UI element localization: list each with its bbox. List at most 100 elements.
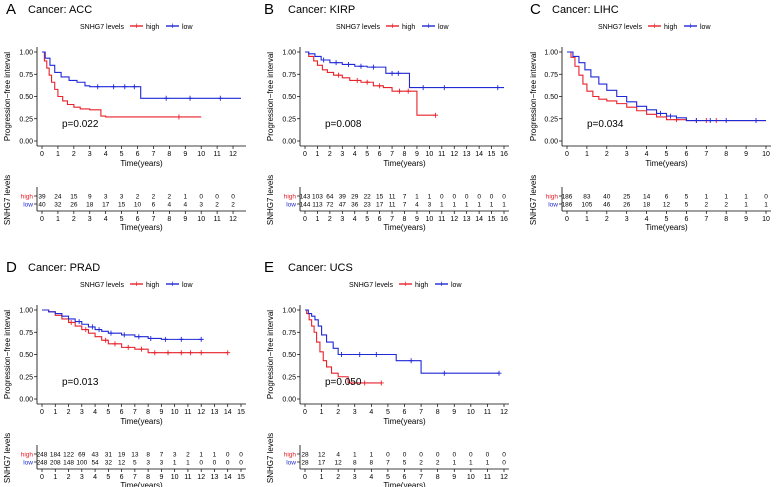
- panel-title: Cancer: ACC: [28, 4, 92, 16]
- legend-label-high: high: [664, 24, 677, 31]
- risk-x-tick-label: 6: [684, 216, 688, 223]
- censor-mark-low: [76, 319, 82, 325]
- risk-x-tick-label: 5: [106, 474, 110, 481]
- risk-count-high: 0: [465, 194, 469, 201]
- risk-count-high: 248: [37, 452, 48, 459]
- p-value: p=0.050: [325, 377, 362, 388]
- risk-count-high: 3: [104, 194, 108, 201]
- risk-count-high: 15: [70, 194, 78, 201]
- x-tick-label: 5: [386, 409, 390, 416]
- risk-x-tick-label: 4: [104, 216, 108, 223]
- y-tick-label: 0.50: [282, 94, 296, 101]
- y-tick-label: 1.00: [19, 50, 33, 57]
- legend-cross-high: +: [134, 21, 139, 31]
- risk-count-low: 18: [86, 202, 94, 209]
- risk-count-high: 0: [436, 452, 440, 459]
- x-tick-label: 12: [229, 151, 237, 158]
- risk-count-high: 184: [50, 452, 61, 459]
- panel-b: B Cancer: KIRP SNHG7 levels + high + low 0.00 0.…: [264, 1, 509, 232]
- censor-mark-low: [496, 370, 502, 376]
- risk-count-low: 12: [663, 202, 671, 209]
- risk-count-high: 0: [440, 194, 444, 201]
- risk-x-tick-label: 0: [40, 474, 44, 481]
- risk-count-high: 1: [199, 452, 203, 459]
- risk-count-low: 4: [415, 202, 419, 209]
- risk-count-low: 6: [152, 202, 156, 209]
- p-value: p=0.008: [325, 119, 362, 130]
- x-tick-label: 4: [645, 151, 649, 158]
- risk-count-low: 0: [213, 460, 217, 467]
- risk-count-low: 2: [231, 202, 235, 209]
- x-axis-title: Time(years): [645, 159, 688, 168]
- censor-mark-high: [433, 112, 439, 118]
- x-tick-label: 8: [724, 151, 728, 158]
- risk-x-tick-label: 3: [353, 474, 357, 481]
- risk-count-high: 0: [239, 452, 243, 459]
- risk-x-tick-label: 0: [303, 474, 307, 481]
- censor-mark-low: [441, 370, 447, 376]
- panel-title: Cancer: PRAD: [28, 262, 100, 274]
- risk-y-axis-title: SNHG7 levels: [3, 433, 12, 483]
- censor-mark-low: [373, 352, 379, 357]
- risk-row-label-low: low: [548, 202, 558, 209]
- x-tick-label: 11: [484, 409, 491, 416]
- x-tick-label: 3: [625, 151, 629, 158]
- censor-mark-low: [370, 64, 376, 70]
- risk-x-tick-label: 6: [403, 474, 407, 481]
- legend-label-low: low: [182, 282, 193, 289]
- risk-x-tick-label: 7: [704, 216, 708, 223]
- censor-mark-low: [163, 95, 169, 101]
- risk-count-high: 64: [326, 194, 334, 201]
- x-tick-label: 2: [605, 151, 609, 158]
- risk-count-low: 15: [118, 202, 126, 209]
- risk-y-axis-title: SNHG7 levels: [266, 175, 275, 225]
- legend: SNHG7 levels + high + low: [80, 21, 193, 31]
- x-tick-label: 0: [565, 151, 569, 158]
- risk-count-low: 2: [704, 202, 708, 209]
- risk-count-low: 0: [226, 460, 230, 467]
- censor-mark-low: [96, 327, 102, 333]
- risk-x-tick-label: 16: [500, 216, 508, 223]
- y-tick-label: 0.00: [19, 139, 33, 146]
- risk-count-high: 13: [131, 452, 139, 459]
- y-axis-title: Progression−free interval: [266, 52, 275, 141]
- risk-count-high: 7: [160, 452, 164, 459]
- y-tick-label: 0.00: [19, 397, 33, 404]
- y-tick-label: 0.25: [544, 116, 558, 123]
- risk-count-high: 0: [502, 452, 506, 459]
- x-tick-label: 15: [488, 151, 496, 158]
- risk-x-tick-label: 11: [438, 216, 445, 223]
- risk-count-high: 6: [665, 194, 669, 201]
- risk-x-tick-label: 5: [665, 216, 669, 223]
- y-tick-label: 0.00: [282, 397, 296, 404]
- censor-mark-low: [89, 324, 95, 330]
- risk-x-tick-label: 1: [315, 216, 319, 223]
- censor-mark-low: [495, 85, 501, 91]
- risk-x-tick-label: 11: [184, 474, 191, 481]
- x-tick-label: 5: [120, 151, 124, 158]
- risk-count-low: 1: [490, 202, 494, 209]
- x-tick-label: 10: [762, 151, 770, 158]
- x-tick-label: 5: [365, 151, 369, 158]
- censor-mark-low: [131, 84, 137, 90]
- km-curve-low: [305, 309, 500, 374]
- x-tick-label: 1: [320, 409, 324, 416]
- censor-mark-high: [336, 72, 342, 78]
- km-curve-low: [567, 51, 766, 122]
- y-tick-label: 0.25: [19, 116, 33, 123]
- risk-x-tick-label: 5: [120, 216, 124, 223]
- risk-count-high: 0: [452, 452, 456, 459]
- risk-count-low: 17: [376, 202, 384, 209]
- risk-x-tick-label: 4: [353, 216, 357, 223]
- risk-count-high: 43: [91, 452, 99, 459]
- censor-mark-high: [188, 350, 194, 356]
- risk-count-high: 7: [403, 194, 407, 201]
- risk-x-tick-label: 10: [467, 474, 475, 481]
- risk-count-low: 17: [318, 460, 326, 467]
- risk-count-low: 2: [436, 460, 440, 467]
- x-tick-label: 3: [80, 409, 84, 416]
- censor-mark-high: [225, 350, 231, 356]
- risk-count-high: 0: [486, 452, 490, 459]
- legend-cross-high: +: [652, 21, 657, 31]
